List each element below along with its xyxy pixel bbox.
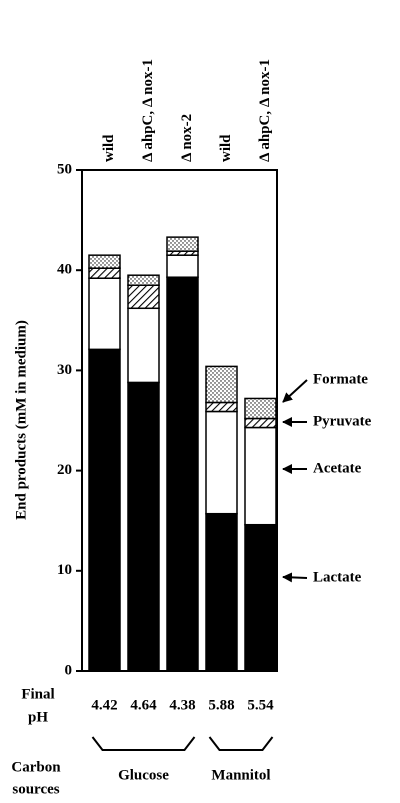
legend-label: Pyruvate: [313, 413, 372, 429]
carbon-label: Carbon: [11, 759, 61, 775]
bar-segment: [166, 254, 199, 278]
category-label: wild: [218, 134, 234, 162]
carbon-label: sources: [12, 781, 59, 797]
legend-label: Formate: [313, 371, 368, 387]
legend-arrow: [282, 572, 308, 583]
bar-segment: [127, 274, 160, 286]
legend-label: Acetate: [313, 460, 362, 476]
legend-arrow: [282, 379, 308, 403]
ph-value: 4.42: [91, 697, 117, 713]
y-tick-label: 40: [57, 262, 72, 278]
bar-segment: [205, 401, 238, 413]
y-tick-label: 30: [57, 362, 72, 378]
y-tick-label: 0: [65, 662, 73, 678]
bar-segment: [127, 381, 160, 672]
bar-segment: [127, 284, 160, 310]
group-bracket: [208, 736, 274, 751]
bar-segment: [166, 276, 199, 672]
ph-label: pH: [28, 709, 48, 725]
bar-segment: [127, 307, 160, 384]
plot-frame: [81, 169, 278, 672]
y-tick-label: 20: [57, 462, 72, 478]
legend-label: Lactate: [313, 569, 362, 585]
group-label: Mannitol: [211, 767, 270, 783]
group-label: Glucose: [118, 767, 169, 783]
y-tick-label: 50: [57, 161, 72, 177]
ph-label: Final: [21, 686, 54, 702]
bar-segment: [205, 512, 238, 672]
bar-segment: [88, 254, 121, 269]
bar-segment: [88, 348, 121, 672]
bar-segment: [205, 365, 238, 404]
bar-segment: [88, 267, 121, 279]
bar-segment: [244, 523, 277, 672]
bar-segment: [166, 236, 199, 252]
ph-value: 4.38: [169, 697, 195, 713]
bar-segment: [244, 397, 277, 420]
bar-segment: [244, 426, 277, 526]
category-label: Δ nox-2: [179, 114, 195, 162]
bar-segment: [205, 410, 238, 515]
ph-value: 5.88: [208, 697, 234, 713]
y-axis-label: End products (mM in medium): [13, 320, 29, 520]
ph-value: 4.64: [130, 697, 157, 713]
y-tick-label: 10: [57, 562, 72, 578]
group-bracket: [91, 736, 196, 751]
category-label: Δ ahpC, Δ nox-1: [140, 59, 156, 162]
category-label: Δ ahpC, Δ nox-1: [257, 59, 273, 162]
ph-value: 5.54: [247, 697, 274, 713]
category-label: wild: [101, 134, 117, 162]
bar-segment: [244, 417, 277, 429]
bar-segment: [88, 277, 121, 351]
